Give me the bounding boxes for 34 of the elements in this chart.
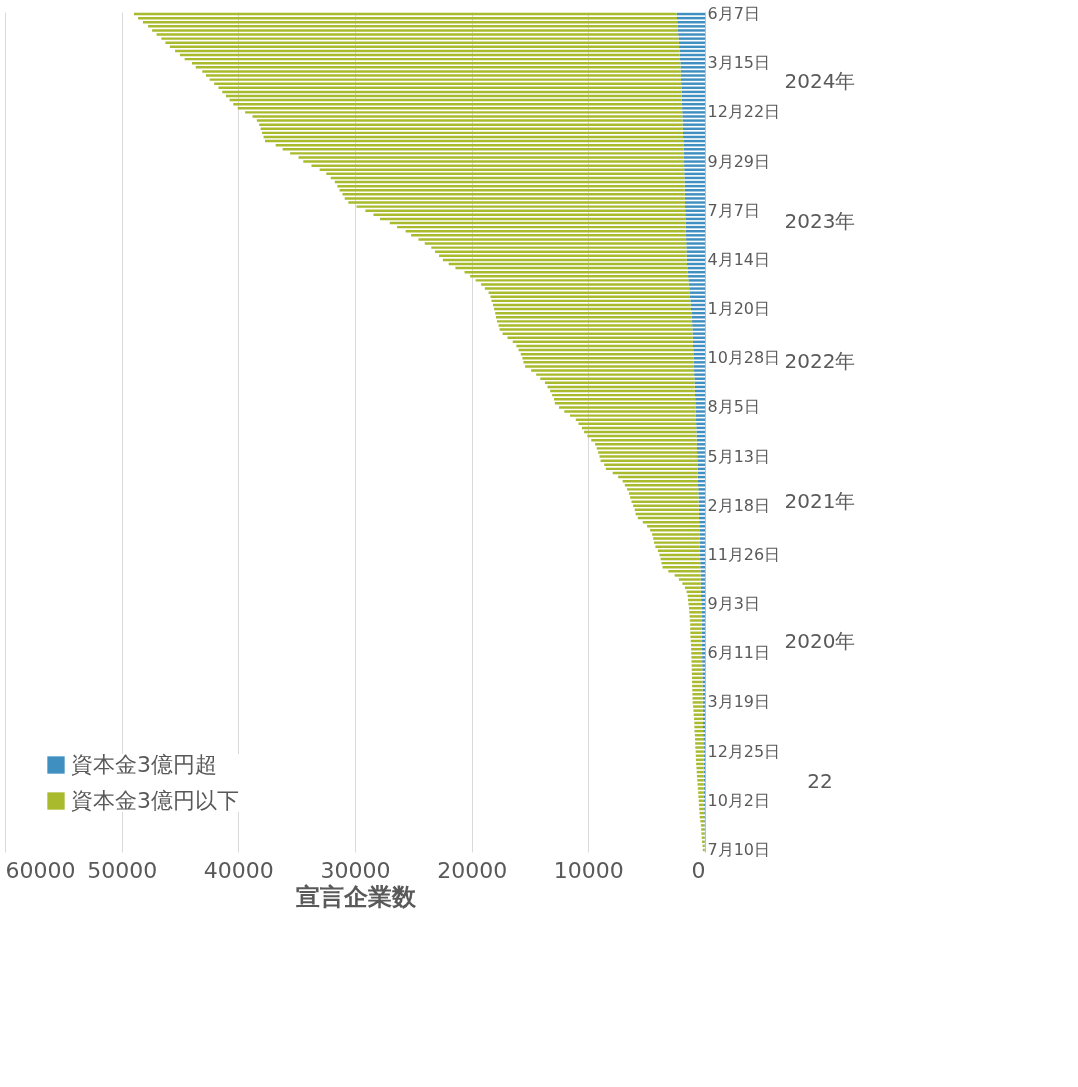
y-tick-label: 3月15日 [707,53,771,73]
y-tick-label: 12月22日 [707,102,781,122]
legend-label: 資本金3億円超 [71,752,217,777]
y-tick-label: 9月29日 [707,151,771,171]
text: 2024年 [784,69,856,93]
y-tick-label: 10月2日 [707,790,771,810]
y-tick-label: 5月13日 [707,446,771,466]
y-tick-label: 2月18日 [707,495,771,515]
x-tick-label: 10000 [553,857,624,883]
y-tick-label: 10月28日 [707,348,781,368]
x-tick-label: 30000 [320,857,391,883]
text: 22 [807,769,833,793]
y-tick-label: 1月20日 [707,299,771,319]
y-tick-label: 11月26日 [707,544,781,564]
x-tick-label: 20000 [437,857,508,883]
text: 2021年 [784,489,856,513]
legend-label: 資本金3億円以下 [71,788,239,813]
y-tick-label: 6月11日 [707,643,771,663]
text: 2020年 [784,629,856,653]
y-tick-label: 3月19日 [707,692,771,712]
y-tick-label: 6月7日 [707,4,760,24]
text: 2022年 [784,349,856,373]
x-tick-label: 50000 [87,857,158,883]
text: 2023年 [784,209,856,233]
x-tick-label: 60000 [5,857,76,883]
x-tick-label: 0 [691,857,706,883]
y-tick-label: 7月7日 [707,200,760,220]
x-tick-label: 40000 [203,857,274,883]
x-axis-title: 宣言企業数 [295,882,417,911]
y-tick-label: 7月10日 [707,839,771,859]
y-tick-label: 8月5日 [707,397,760,417]
y-tick-label: 9月3日 [707,594,760,614]
y-tick-label: 12月25日 [707,741,781,761]
y-tick-label: 4月14日 [707,249,771,269]
